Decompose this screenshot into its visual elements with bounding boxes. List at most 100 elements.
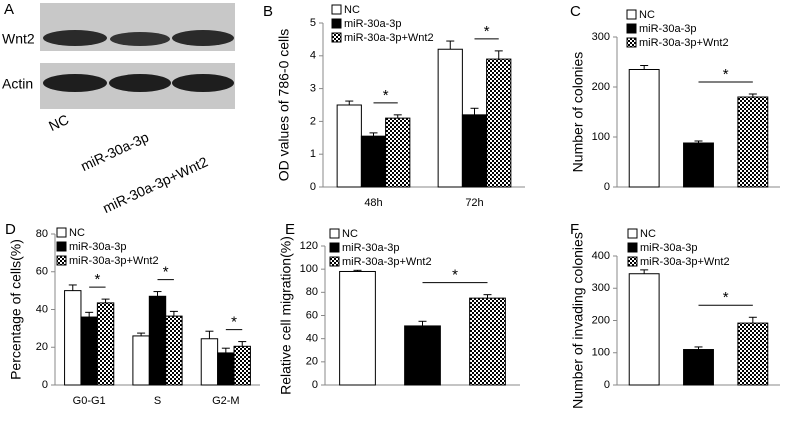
significance-star: * xyxy=(231,314,237,331)
blot-band xyxy=(43,74,107,92)
legend-swatch xyxy=(627,228,638,239)
blot-band xyxy=(172,74,234,92)
bar xyxy=(80,316,98,386)
blot-panel: A Wnt2 Actin NC miR-30a-3p miR-30a-3p+Wn… xyxy=(2,1,235,216)
y-tick-label: 200 xyxy=(592,81,610,93)
legend-label: miR-30a-3p+Wnt2 xyxy=(69,255,159,267)
legend-swatch xyxy=(331,32,342,43)
y-tick-label: 20 xyxy=(36,341,48,353)
legend-label: NC xyxy=(640,228,656,240)
legend-swatch xyxy=(331,4,342,15)
legend-swatch xyxy=(329,228,340,239)
y-axis-label: Number of invading colonies xyxy=(570,232,586,409)
significance-star: * xyxy=(94,271,100,288)
y-axis-label: Number of colonies xyxy=(570,52,586,173)
significance-star: * xyxy=(452,267,458,284)
bar xyxy=(96,302,115,386)
y-axis-label: OD values of 786-0 cells xyxy=(276,29,292,182)
bar xyxy=(628,69,660,188)
y-tick-label: 1 xyxy=(310,148,316,160)
blot-row-label: Actin xyxy=(2,76,33,92)
bar xyxy=(132,335,150,386)
significance-star: * xyxy=(163,264,169,281)
bar xyxy=(628,273,660,386)
bar xyxy=(683,142,714,188)
x-tick-label: 48h xyxy=(364,197,382,209)
significance-star: * xyxy=(383,87,389,104)
y-tick-label: 200 xyxy=(592,314,610,326)
significance-star: * xyxy=(723,66,729,83)
x-tick-label: S xyxy=(154,395,161,407)
legend-swatch xyxy=(627,256,638,267)
y-tick-label: 80 xyxy=(36,228,48,240)
bar xyxy=(437,48,463,188)
y-tick-label: 0 xyxy=(604,379,610,391)
legend-label: miR-30a-3p+Wnt2 xyxy=(640,256,730,268)
legend-label: miR-30a-3p xyxy=(342,242,399,254)
blot-row-label: Wnt2 xyxy=(2,31,35,47)
legend-swatch xyxy=(627,242,638,253)
y-tick-label: 400 xyxy=(592,250,610,262)
blot-band xyxy=(172,30,234,46)
y-tick-label: 3 xyxy=(310,83,316,95)
bar xyxy=(339,270,376,386)
legend-label: miR-30a-3p xyxy=(344,18,401,30)
significance-star: * xyxy=(484,23,490,40)
y-tick-label: 40 xyxy=(36,303,48,315)
bar xyxy=(737,322,769,386)
legend-label: miR-30a-3p+Wnt2 xyxy=(639,37,729,49)
bar xyxy=(683,349,714,386)
panel-letter: D xyxy=(5,221,16,238)
legend-label: miR-30a-3p xyxy=(639,23,696,35)
bar xyxy=(200,338,219,386)
bar xyxy=(64,290,82,386)
y-tick-label: 0 xyxy=(312,379,318,391)
y-tick-label: 0 xyxy=(604,181,610,193)
panel-letter: B xyxy=(263,3,273,20)
blot-lane-label: miR-30a-3p xyxy=(78,129,151,175)
y-axis-label: Percentage of cells(%) xyxy=(8,239,24,380)
y-tick-label: 0 xyxy=(310,181,316,193)
legend-swatch xyxy=(626,37,637,48)
legend-swatch xyxy=(56,227,67,238)
bar xyxy=(233,345,251,386)
legend-label: NC xyxy=(639,9,655,21)
panel-letter: E xyxy=(285,221,295,238)
legend-label: NC xyxy=(69,227,85,239)
blot-band xyxy=(110,32,170,46)
legend-label: NC xyxy=(342,228,358,240)
y-tick-label: 100 xyxy=(300,263,318,275)
y-tick-label: 80 xyxy=(306,286,318,298)
legend-swatch xyxy=(626,9,637,20)
y-tick-label: 300 xyxy=(592,282,610,294)
significance-star: * xyxy=(723,289,729,306)
panel-letter: A xyxy=(4,1,14,18)
legend-swatch xyxy=(56,255,67,266)
y-tick-label: 100 xyxy=(592,131,610,143)
y-tick-label: 40 xyxy=(306,333,318,345)
y-tick-label: 60 xyxy=(36,266,48,278)
bar xyxy=(469,297,506,386)
x-tick-label: 72h xyxy=(465,197,483,209)
legend-swatch xyxy=(626,23,637,34)
legend-label: NC xyxy=(344,4,360,16)
bar xyxy=(404,325,441,386)
legend-label: miR-30a-3p+Wnt2 xyxy=(342,256,432,268)
legend-swatch xyxy=(56,241,67,252)
legend-swatch xyxy=(331,18,342,29)
y-tick-label: 300 xyxy=(592,31,610,43)
y-tick-label: 120 xyxy=(300,240,318,252)
y-tick-label: 20 xyxy=(306,356,318,368)
legend-swatch xyxy=(329,242,340,253)
bar xyxy=(486,58,512,188)
x-tick-label: G2-M xyxy=(212,395,240,407)
legend-swatch xyxy=(329,256,340,267)
legend-label: miR-30a-3p xyxy=(69,241,126,253)
panel-letter: C xyxy=(570,3,581,20)
blot-band xyxy=(109,74,171,92)
y-tick-label: 100 xyxy=(592,347,610,359)
bar xyxy=(461,114,488,188)
y-tick-label: 5 xyxy=(310,17,316,29)
x-tick-label: G0-G1 xyxy=(73,395,106,407)
